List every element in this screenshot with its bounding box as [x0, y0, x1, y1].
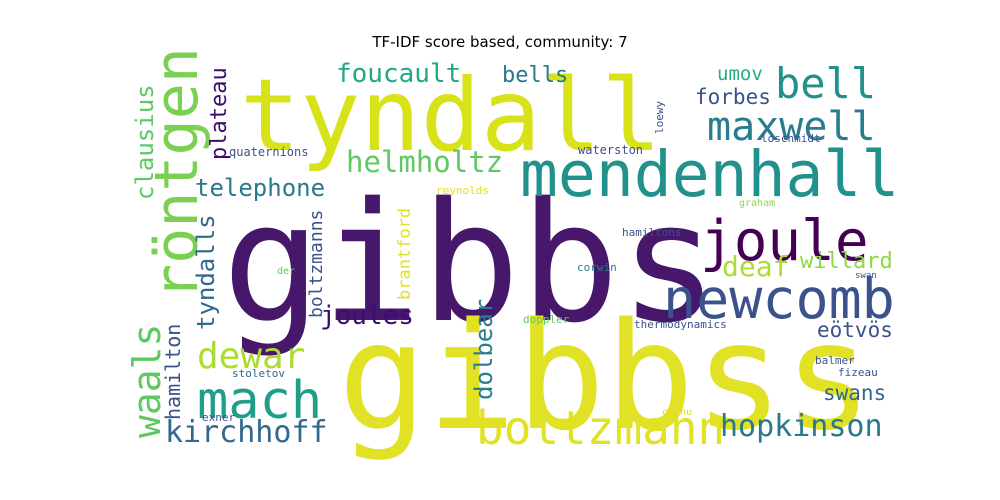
word-45: balmer: [815, 354, 855, 367]
word-5: newcomb: [663, 267, 895, 331]
word-24: dolbear: [470, 299, 498, 400]
word-9: maxwell: [707, 104, 876, 150]
word-10: bell: [775, 59, 876, 108]
word-1: gibbss: [338, 291, 873, 463]
word-31: boltzmanns: [306, 210, 327, 318]
word-30: eötvös: [817, 318, 893, 342]
word-42: swan: [855, 271, 877, 281]
word-17: telephone: [195, 174, 325, 202]
word-2: tyndall: [240, 57, 661, 174]
word-35: loschmidt: [761, 132, 821, 145]
word-47: stoletov: [232, 367, 285, 380]
word-25: willard: [800, 249, 893, 274]
word-11: waals: [125, 324, 169, 438]
word-32: brantford: [395, 208, 415, 300]
word-36: loewy: [653, 101, 666, 134]
word-21: tyndalls: [192, 214, 220, 330]
word-14: dewar: [197, 336, 305, 377]
word-26: bells: [502, 63, 568, 88]
word-23: hamilton: [161, 324, 185, 420]
word-0: gibbs: [222, 167, 719, 359]
word-12: kirchhoff: [165, 415, 328, 450]
word-33: quaternions: [229, 145, 308, 159]
word-34: waterston: [578, 143, 643, 157]
word-8: boltzmann: [476, 401, 725, 455]
word-6: joule: [700, 209, 869, 274]
word-41: corwin: [577, 261, 617, 274]
word-38: graham: [739, 198, 775, 209]
word-44: thermodynamics: [634, 318, 727, 331]
word-29: swans: [823, 381, 886, 405]
word-49: cornu: [662, 407, 692, 418]
word-16: foucault: [336, 59, 461, 89]
word-22: plateau: [207, 67, 232, 160]
word-4: röntgen: [142, 47, 212, 300]
word-37: reynolds: [436, 184, 489, 197]
chart-title: TF-IDF score based, community: 7: [372, 33, 628, 51]
word-3: mendenhall: [520, 138, 899, 211]
word-46: fizeau: [838, 366, 878, 379]
word-7: mach: [197, 371, 322, 431]
word-43: doppler: [523, 313, 570, 326]
word-28: umov: [717, 63, 763, 85]
word-19: joules: [320, 301, 414, 331]
word-20: deaf: [722, 250, 789, 283]
word-18: clausius: [131, 84, 159, 200]
word-13: hopkinson: [720, 409, 883, 444]
word-15: helmholtz: [346, 145, 503, 179]
word-40: der: [277, 266, 295, 277]
word-48: exner: [202, 411, 235, 424]
word-39: hamiltons: [622, 226, 682, 239]
word-27: forbes: [695, 85, 771, 109]
